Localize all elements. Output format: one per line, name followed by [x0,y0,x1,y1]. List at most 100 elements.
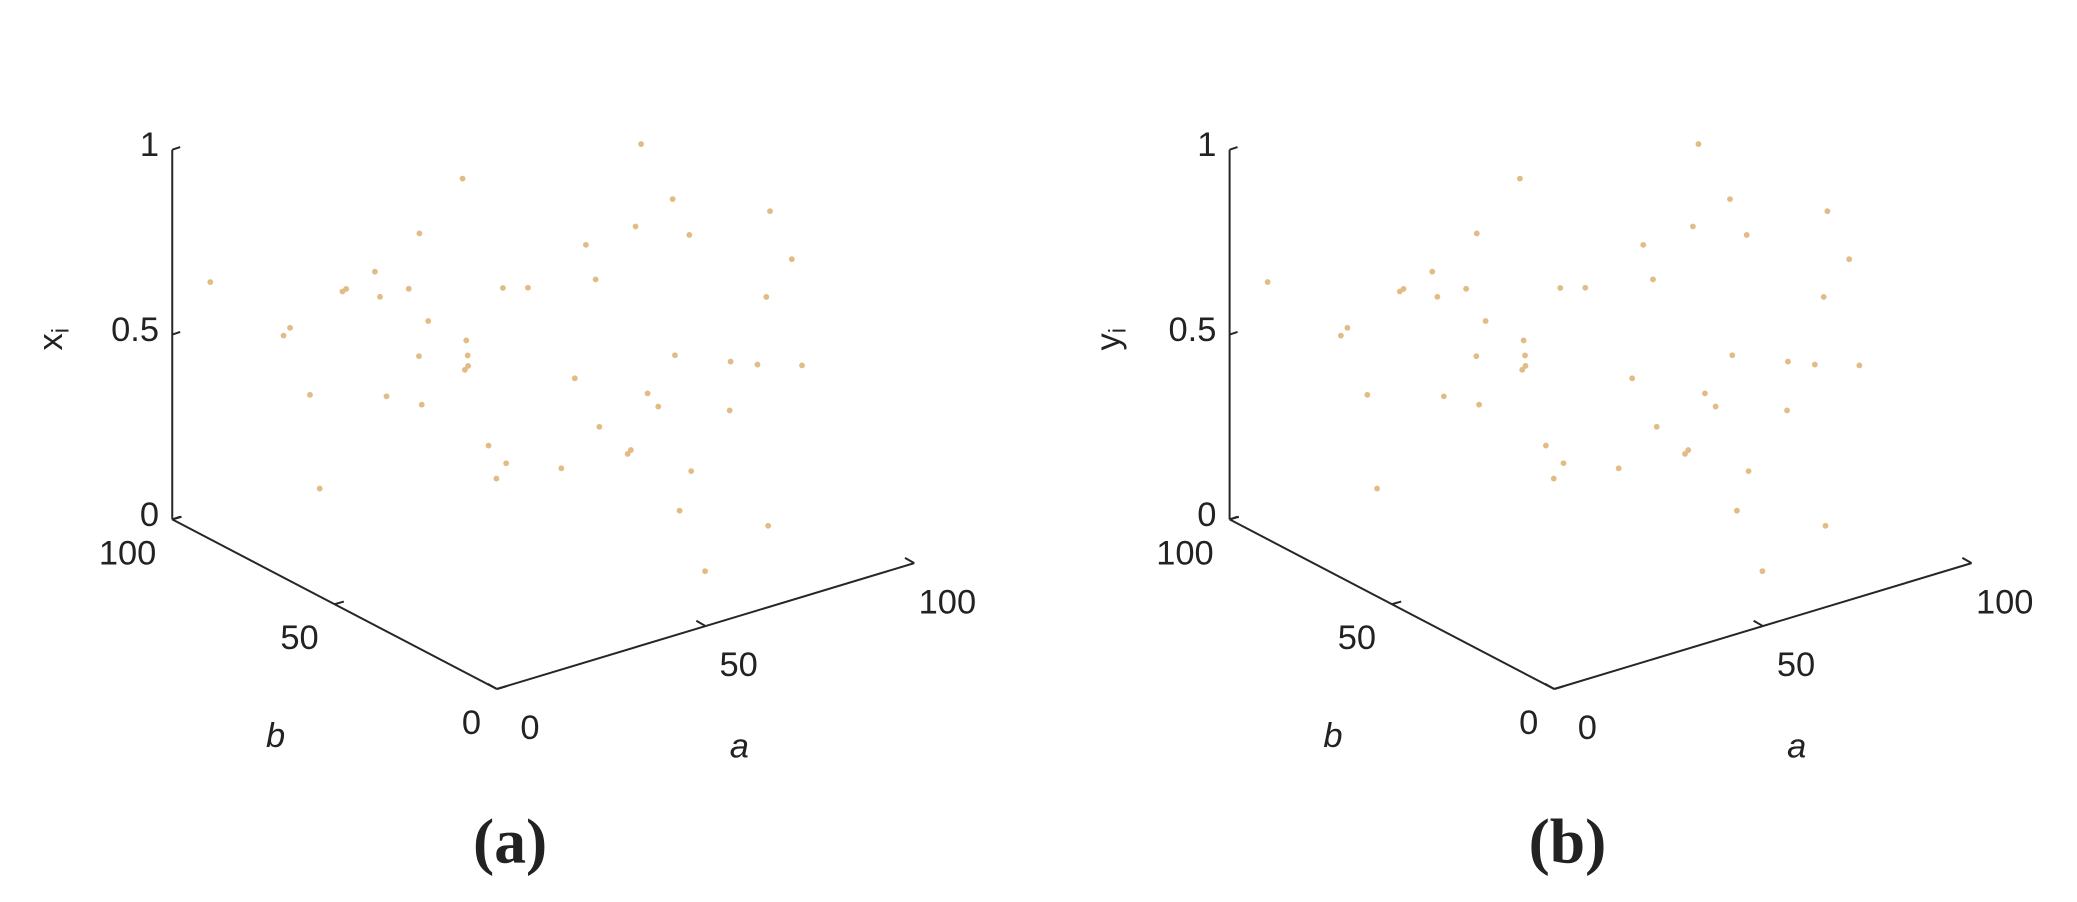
point [1473,353,1480,360]
point [1685,447,1692,454]
point [485,442,492,449]
z-axis-label-sub: i [1105,328,1132,333]
point [1712,403,1719,410]
point [788,256,795,263]
point [416,353,422,360]
point [767,208,773,215]
point [1560,460,1567,467]
point [383,393,390,400]
point [1582,284,1589,291]
point [632,223,639,230]
x-tick-label: 50 [720,646,758,684]
x-tick-label: 100 [919,583,976,621]
point [280,332,287,339]
point [377,293,383,300]
z-tick-label: 0 [1197,496,1216,534]
point [1734,507,1740,514]
y-axis-label: b [266,717,285,755]
point [1846,256,1853,263]
x-tick-label: 0 [520,709,539,747]
point [1374,485,1380,492]
point [1784,407,1790,414]
x-tick [1544,682,1555,690]
point [669,196,676,203]
point [686,232,693,238]
point [316,485,323,492]
x-tick [487,682,498,690]
point [1653,423,1660,430]
point [525,284,531,291]
point [1344,324,1351,331]
y-tick [1391,600,1402,606]
point [1522,352,1528,359]
point [499,285,506,291]
point [754,361,761,368]
point [1364,391,1371,398]
point [1822,522,1829,529]
point [799,362,805,369]
z-axis-label: yi [1089,328,1131,351]
y-tick [1553,685,1564,690]
point [287,324,293,331]
z-axis-label-sub: i [48,328,75,333]
point [1682,450,1688,457]
point [1473,230,1480,237]
y-tick-label: 0 [462,704,481,742]
point [558,465,565,472]
point [583,241,589,248]
point [592,276,599,283]
z-axis-label-main: y [1089,332,1127,350]
z-tick [171,330,181,336]
x-tick-label: 0 [1578,709,1597,747]
panel-label: (b) [1529,806,1607,877]
point [1615,465,1622,472]
point [461,366,468,373]
x-axis-label: a [730,728,749,766]
point [765,522,772,529]
y-tick [1229,515,1240,521]
point [624,450,631,457]
point [727,358,734,365]
point [371,268,378,275]
x-tick-label: 100 [1976,583,2033,621]
y-tick-label: 0 [1519,704,1538,742]
z-axis-label: xi [32,328,74,351]
point [571,375,578,382]
point [416,230,423,237]
x-tick [1753,619,1764,627]
point [1811,361,1818,368]
point [493,475,500,482]
point [1820,294,1827,300]
point [207,279,214,285]
point [459,175,466,182]
point [1702,390,1708,397]
x-tick-label: 50 [1777,646,1815,684]
point [1542,442,1549,449]
point [1520,337,1527,344]
point [1727,196,1733,203]
y-tick-label: 50 [280,619,318,657]
point [1264,279,1271,285]
point [418,401,425,408]
point [307,391,313,398]
point [763,294,770,300]
point [463,337,470,344]
point [465,362,472,369]
point [627,447,634,454]
point [1476,401,1483,408]
point [1824,208,1831,215]
point [1519,366,1526,373]
y-tick-label: 100 [99,534,156,572]
point [596,423,603,430]
point [702,568,709,575]
point [1522,362,1529,369]
point [405,285,412,292]
y-tick [334,600,345,606]
point [1434,293,1441,300]
point [688,468,695,475]
point [1745,468,1752,475]
point [1729,352,1736,359]
point [1396,288,1403,295]
